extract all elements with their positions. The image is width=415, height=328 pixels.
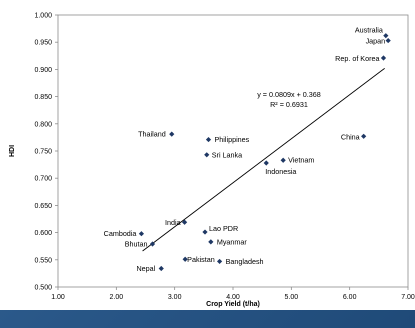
y-tick-label: 0.650	[34, 203, 52, 210]
point-label-sri-lanka: Sri Lanka	[212, 150, 242, 159]
point-label-philippines: Philippines	[215, 135, 250, 144]
x-tick-label: 1.00	[51, 294, 65, 301]
point-label-australia: Australia	[355, 26, 383, 35]
x-tick-label: 5.00	[285, 294, 299, 301]
point-label-bangladesh: Bangladesh	[226, 257, 264, 266]
data-point-bangladesh	[216, 258, 223, 265]
x-tick-label: 6.00	[343, 294, 357, 301]
point-label-thailand: Thailand	[138, 130, 166, 139]
data-point-rep-of-korea	[380, 55, 387, 61]
point-label-pakistan: Pakistan	[187, 255, 215, 264]
x-tick-label: 2.00	[110, 294, 124, 301]
data-points: Australia Japan Rep. of Korea China Thailand…	[104, 26, 391, 273]
point-label-nepal: Nepal	[136, 264, 155, 273]
y-axis: 0.500 0.550 0.600 0.650 0.700 0.750 0.800 0.850…	[34, 13, 58, 292]
x-tick-label: 7.00	[401, 294, 415, 301]
x-tick-label: 4.00	[226, 294, 240, 301]
y-tick-label: 0.800	[34, 121, 52, 128]
y-axis-title: HDI	[9, 145, 16, 157]
y-tick-label: 1.000	[34, 13, 52, 20]
y-tick-label: 0.500	[34, 285, 52, 292]
point-label-vietnam: Vietnam	[288, 156, 314, 165]
data-point-india	[181, 219, 188, 225]
x-axis: 1.00 2.00 3.00 4.00 5.00 6.00 7.00	[51, 287, 415, 301]
point-label-china: China	[341, 132, 360, 141]
point-label-myanmar: Myanmar	[217, 237, 248, 246]
data-point-nepal	[158, 265, 164, 272]
data-point-sri-lanka	[204, 152, 210, 158]
y-tick-label: 0.750	[34, 149, 52, 156]
data-point-china	[361, 133, 367, 139]
point-label-cambodia: Cambodia	[104, 229, 137, 238]
trendline-equation: y = 0.0809x + 0.368	[257, 90, 321, 99]
data-point-indonesia	[263, 160, 269, 166]
x-axis-title: Crop Yield (t/ha)	[206, 301, 260, 308]
data-point-lao-pdr	[202, 229, 208, 235]
point-label-indonesia: Indonesia	[265, 167, 296, 176]
point-label-lao-pdr: Lao PDR	[209, 224, 238, 233]
data-point-bhutan	[149, 241, 156, 247]
trendline	[142, 67, 385, 252]
y-tick-label: 0.600	[34, 230, 52, 237]
point-label-japan: Japan	[366, 37, 386, 46]
data-point-philippines	[205, 136, 212, 143]
y-tick-label: 0.850	[34, 94, 52, 101]
y-tick-label: 0.550	[34, 257, 52, 264]
data-point-myanmar	[208, 239, 214, 245]
y-tick-label: 0.950	[34, 40, 52, 47]
y-tick-label: 0.900	[34, 67, 52, 74]
data-point-australia	[383, 33, 389, 39]
trendline-r-squared: R² = 0.6931	[270, 100, 308, 109]
x-tick-label: 3.00	[168, 294, 182, 301]
data-point-cambodia	[138, 231, 145, 237]
data-point-pakistan	[182, 256, 188, 262]
point-label-bhutan: Bhutan	[125, 240, 148, 249]
data-point-japan	[385, 37, 391, 44]
data-point-vietnam	[280, 157, 286, 163]
point-label-india: India	[165, 218, 181, 227]
trendline-group	[142, 67, 385, 252]
y-tick-label: 0.700	[34, 176, 52, 183]
point-label-rep-of-korea: Rep. of Korea	[335, 54, 379, 63]
data-point-thailand	[169, 131, 175, 137]
